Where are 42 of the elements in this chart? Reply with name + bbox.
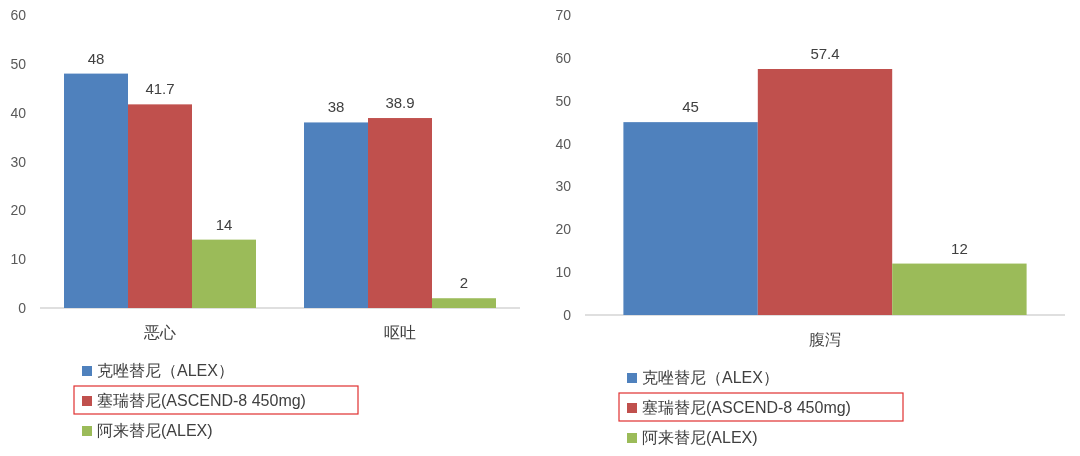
y-tick-label: 40 <box>555 135 572 152</box>
bar <box>192 239 256 308</box>
x-tick-label: 呕吐 <box>384 324 416 341</box>
y-tick-label: 60 <box>555 49 572 66</box>
bar <box>623 122 758 315</box>
data-label: 12 <box>951 239 968 257</box>
y-tick-label: 10 <box>10 251 27 268</box>
legend-label: 阿来替尼(ALEX) <box>97 422 213 439</box>
y-tick-label: 20 <box>10 202 27 219</box>
legend-label: 阿来替尼(ALEX) <box>642 429 758 446</box>
y-tick-label: 10 <box>555 264 572 281</box>
bar <box>128 104 192 308</box>
legend-label: 塞瑞替尼(ASCEND-8 450mg) <box>97 392 306 409</box>
bar <box>64 73 128 308</box>
x-tick-label: 腹泻 <box>809 331 841 348</box>
legend-label: 克唑替尼（ALEX） <box>642 369 779 386</box>
y-tick-label: 30 <box>555 178 572 195</box>
data-label: 14 <box>215 215 233 233</box>
data-label: 57.4 <box>810 45 840 62</box>
y-tick-label: 0 <box>18 300 27 316</box>
y-tick-label: 50 <box>10 55 27 72</box>
y-tick-label: 30 <box>10 153 27 170</box>
data-label: 45 <box>682 98 699 116</box>
bar <box>757 69 893 315</box>
y-tick-label: 20 <box>555 221 572 238</box>
x-tick-label: 恶心 <box>143 324 176 341</box>
y-tick-label: 60 <box>10 7 27 23</box>
legend-label: 塞瑞替尼(ASCEND-8 450mg) <box>642 399 851 416</box>
bar <box>892 263 1027 315</box>
data-label: 48 <box>87 49 105 67</box>
y-tick-label: 50 <box>555 92 572 109</box>
data-label: 38.9 <box>385 94 415 112</box>
bar <box>304 122 368 308</box>
legend-label: 克唑替尼（ALEX） <box>97 362 234 379</box>
data-label: 41.7 <box>145 80 175 98</box>
y-tick-label: 0 <box>563 307 572 323</box>
data-label: 38 <box>327 98 345 116</box>
y-tick-label: 40 <box>10 104 27 121</box>
bar <box>432 298 496 308</box>
bar <box>368 118 432 308</box>
y-tick-label: 70 <box>555 7 572 23</box>
data-label: 2 <box>459 274 469 292</box>
